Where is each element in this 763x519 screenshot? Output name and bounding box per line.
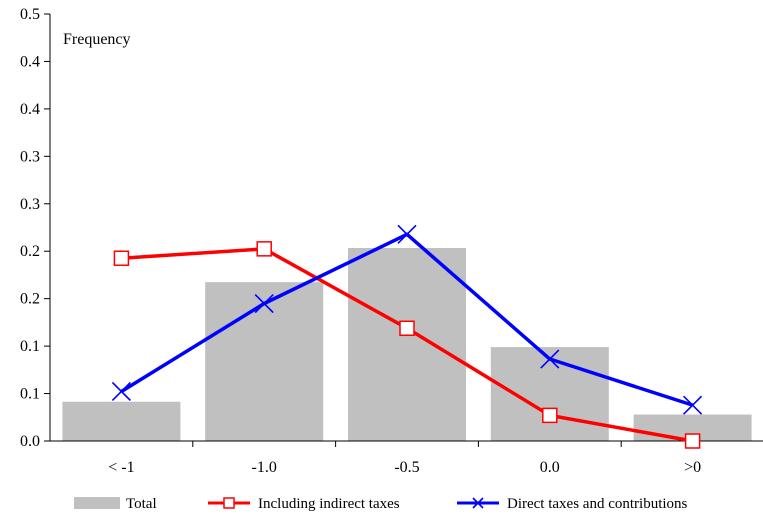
y-tick-label-6: 0.3 [20,148,40,165]
bar-total-0 [62,401,181,441]
y-tick-label-4: 0.2 [20,243,40,260]
y-tick-label-2: 0.1 [20,338,40,355]
y-tick-label-3: 0.2 [20,291,40,308]
x-tick-label-0: < -1 [108,459,134,476]
bar-total-1 [205,282,324,441]
legend-label-2: Direct taxes and contributions [507,496,688,512]
y-tick-label-0: 0.0 [20,433,40,450]
legend: Total Including indirect taxes Direct taxe… [74,496,688,512]
x-tick-label-4: >0 [684,459,701,476]
point-series-0-4 [684,433,701,449]
y-tick-label-8: 0.4 [20,53,40,70]
y-tick-label-1: 0.1 [20,386,40,403]
axes-layer: 0.0 0.1 0.1 0.2 0.2 0.3 0.3 0.4 0.4 0.5 < -1 -1.0 -0… [20,6,763,476]
point-series-1-2 [397,224,417,244]
bar-total-2 [348,247,466,441]
legend-marker-2 [472,497,484,509]
bar-total-3 [490,347,609,441]
point-series-1-4 [683,395,703,415]
lines-layer [111,224,703,449]
x-tick-label-2: -0.5 [394,459,419,476]
legend-swatch-0 [74,497,120,509]
x-tick-label-3: 0.0 [540,459,560,476]
point-series-0-1 [256,241,272,257]
x-tick-label-1: -1.0 [252,459,277,476]
point-series-0-0 [113,250,130,266]
point-series-1-3 [540,349,560,369]
legend-label-0: Total [126,496,157,512]
legend-label-1: Including indirect taxes [258,496,400,512]
point-series-0-3 [542,407,558,424]
legend-marker-1 [223,497,235,509]
point-series-1-1 [254,293,274,314]
point-series-1-0 [111,381,131,402]
bars-layer [62,247,752,441]
y-tick-label-9: 0.5 [20,6,40,23]
frequency-annotation: Frequency [63,31,131,48]
point-series-0-2 [399,320,415,337]
y-tick-label-7: 0.4 [20,101,40,118]
y-tick-label-5: 0.3 [20,196,40,213]
